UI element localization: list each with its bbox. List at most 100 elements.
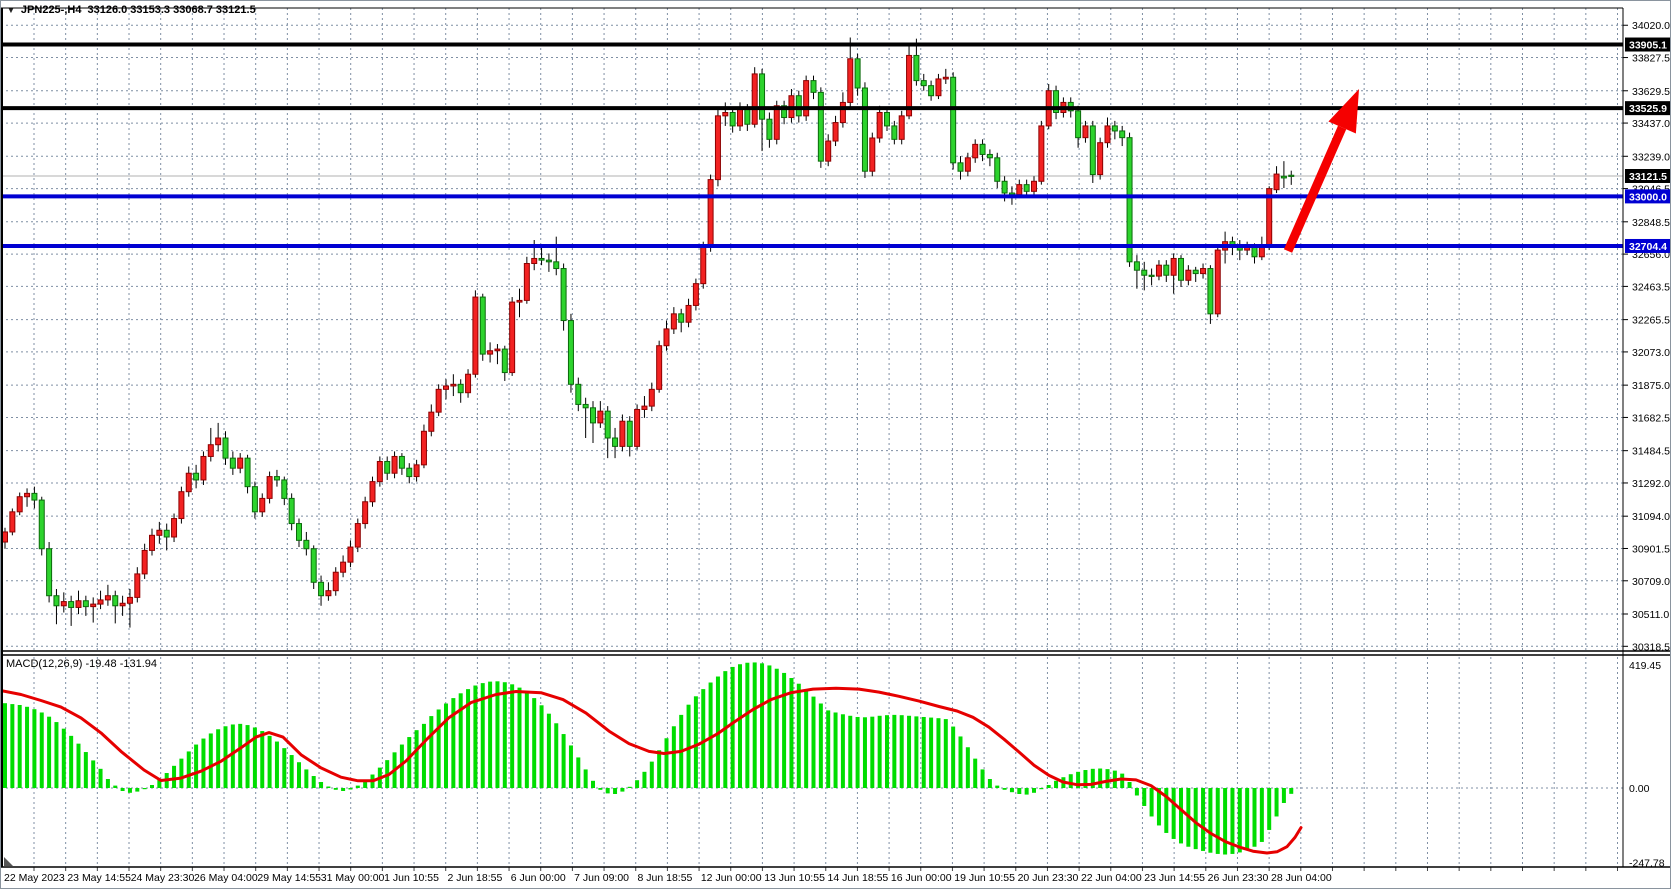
candle-up [171, 518, 178, 538]
candle-up [126, 596, 133, 604]
macd-histogram-bar [1024, 788, 1029, 795]
macd-histogram-bar [495, 681, 500, 788]
time-axis-label: 8 Jun 18:55 [638, 872, 693, 884]
macd-histogram-bar [1017, 788, 1022, 794]
candle-down [398, 455, 405, 469]
candle-up [869, 137, 876, 172]
candle-down [950, 76, 957, 164]
macd-histogram-bar [855, 716, 860, 788]
candle-down [795, 95, 802, 117]
macd-histogram-bar [664, 738, 669, 788]
macd-histogram-bar [466, 689, 471, 788]
macd-histogram-bar [1201, 788, 1206, 851]
symbol-dropdown-icon[interactable]: ▼ [7, 5, 15, 15]
candle-up [487, 350, 494, 355]
candle-down [281, 479, 288, 499]
candle-up [700, 246, 707, 285]
macd-histogram-bar [649, 761, 654, 788]
macd-histogram-bar [921, 716, 926, 788]
price-label-box-text: 33121.5 [1629, 171, 1667, 183]
macd-histogram-bar [1223, 788, 1228, 855]
candle-up [413, 464, 420, 478]
macd-histogram-bar [583, 769, 588, 788]
macd-histogram-bar [83, 752, 88, 788]
macd-histogram-bar [686, 704, 691, 788]
macd-histogram-bar [642, 771, 647, 788]
candle-up [472, 296, 479, 375]
macd-histogram-bar [943, 719, 948, 788]
macd-histogram-bar [554, 723, 559, 788]
price-label-box [1625, 101, 1670, 116]
macd-histogram-bar [267, 735, 272, 788]
candle-down [46, 548, 53, 597]
candle-up [185, 472, 192, 493]
price-tick-label: 33437.0 [1632, 118, 1670, 130]
candle-up [663, 328, 670, 347]
candle-down [1023, 184, 1030, 192]
macd-histogram-bar [635, 780, 640, 788]
macd-histogram-bar [789, 678, 794, 788]
macd-histogram-bar [274, 741, 279, 788]
macd-histogram-bar [1245, 788, 1250, 851]
macd-histogram-bar [120, 788, 125, 791]
macd-histogram-bar [907, 715, 912, 788]
candle-down [766, 118, 773, 140]
macd-histogram-bar [157, 779, 162, 788]
macd-tick-label: 419.45 [1629, 660, 1661, 672]
candle-down [479, 296, 486, 355]
price-tick-label: 32073.0 [1632, 347, 1670, 359]
macd-histogram-bar [282, 748, 287, 788]
candle-down [575, 383, 582, 405]
candle-down [1126, 137, 1133, 263]
macd-histogram-bar [216, 729, 221, 788]
candle-up [707, 179, 714, 248]
macd-histogram-bar [113, 785, 118, 788]
price-label-box [1625, 169, 1670, 183]
trend-arrow-shaft[interactable] [1283, 125, 1347, 253]
macd-histogram-bar [752, 662, 757, 788]
candle-up [972, 143, 979, 159]
macd-histogram-bar [576, 757, 581, 788]
trend-arrow-head[interactable] [1328, 89, 1359, 134]
candle-up [119, 602, 126, 607]
candle-down [251, 486, 258, 513]
price-tick-label: 33239.0 [1632, 151, 1670, 163]
macd-histogram-bar [245, 725, 250, 788]
candle-down [1111, 125, 1118, 132]
price-tick-label: 31875.0 [1632, 380, 1670, 392]
candle-up [332, 571, 339, 592]
candle-up [825, 140, 832, 162]
candle-down [501, 348, 508, 374]
price-tick-label: 31484.5 [1632, 446, 1670, 458]
macd-histogram-bar [414, 730, 419, 788]
candle-up [685, 304, 692, 323]
price-label-box-text: 33000.0 [1629, 191, 1667, 203]
macd-histogram-bar [965, 747, 970, 788]
price-tick-label: 32848.5 [1632, 217, 1670, 229]
macd-histogram-bar [444, 703, 448, 788]
macd-histogram-bar [818, 703, 823, 788]
macd-histogram-bar [407, 737, 412, 788]
candle-up [656, 345, 663, 390]
price-label-box [1625, 238, 1670, 253]
candle-down [928, 85, 935, 97]
candle-down [884, 111, 890, 127]
macd-histogram-bar [892, 714, 897, 788]
candle-down [1251, 246, 1258, 258]
time-axis-label: 22 Jun 04:00 [1081, 872, 1142, 884]
candle-down [994, 157, 1001, 182]
candle-down [1280, 175, 1287, 179]
macd-histogram-bar [1083, 770, 1088, 788]
candle-up [134, 573, 141, 598]
macd-histogram-bar [47, 716, 52, 788]
candle-up [420, 430, 427, 466]
candle-down [222, 437, 229, 459]
macd-histogram-bar [1208, 788, 1213, 853]
candle-up [207, 444, 214, 457]
macd-histogram-bar [811, 696, 816, 788]
price-tick-label: 34020.0 [1632, 20, 1670, 32]
candle-up [369, 481, 376, 503]
macd-histogram-bar [657, 750, 662, 788]
candle-up [1031, 180, 1037, 192]
